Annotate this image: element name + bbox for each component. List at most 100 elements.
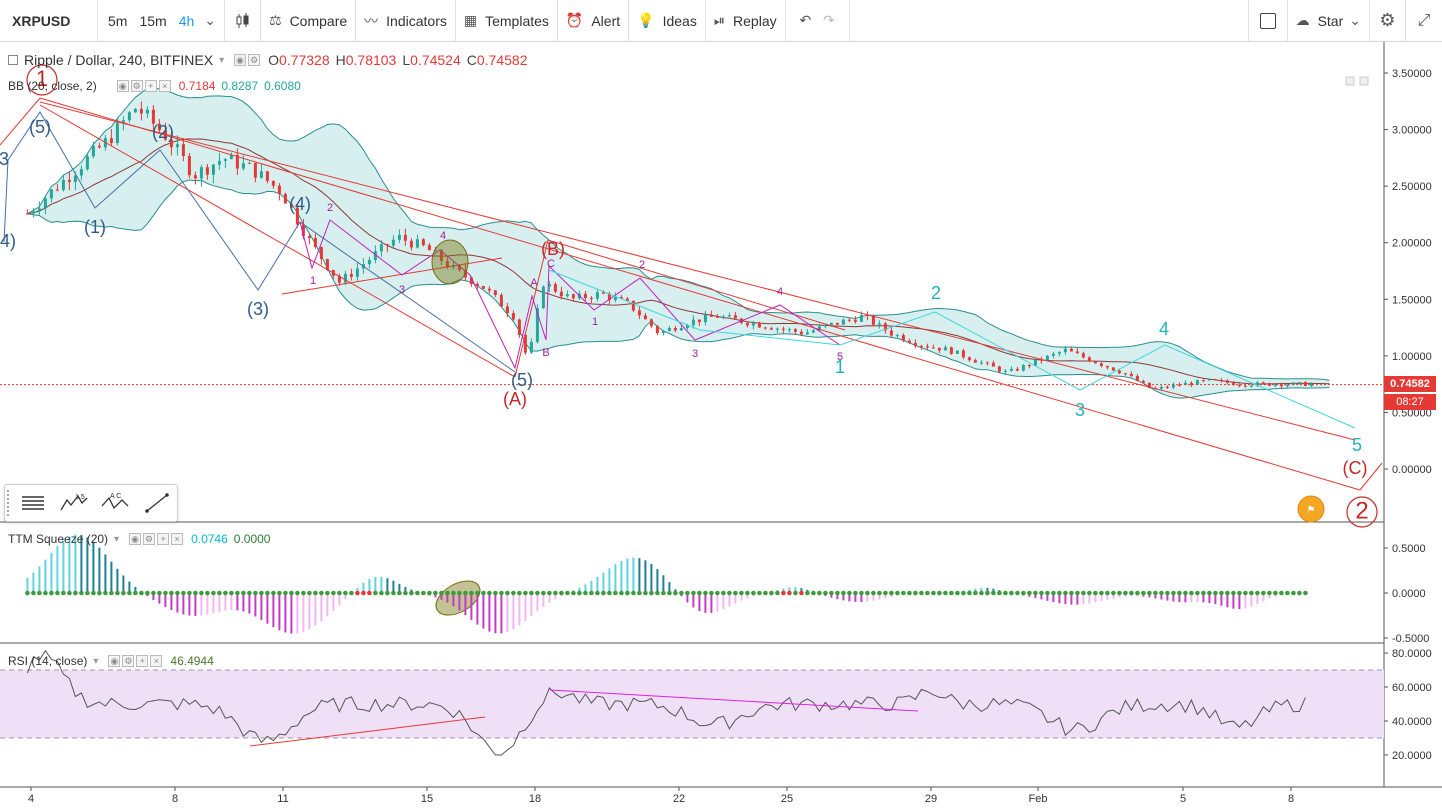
ttm-squeeze-dot — [481, 590, 486, 596]
elliott-correction-button[interactable]: A C — [95, 485, 136, 521]
candle-body — [1207, 379, 1211, 381]
scale-toggle-icon[interactable] — [1359, 76, 1369, 86]
gear-icon[interactable]: ⚙ — [122, 655, 135, 667]
close-icon[interactable]: × — [150, 655, 163, 667]
ttm-squeeze-dot — [883, 590, 888, 596]
rsi-controls[interactable]: ◉ ⚙ + × — [108, 655, 164, 667]
candle-body — [793, 329, 797, 332]
plus-icon[interactable]: + — [157, 533, 170, 545]
ttm-squeeze-dot — [193, 590, 198, 596]
ttm-squeeze-dot — [313, 590, 318, 596]
plus-icon[interactable]: + — [144, 80, 157, 92]
collapse-icon[interactable] — [8, 55, 18, 65]
alert-button[interactable]: ⏰ Alert — [558, 0, 630, 42]
gear-icon[interactable]: ⚙ — [248, 54, 261, 66]
low-label: L — [402, 52, 411, 68]
scale-toggle-icon[interactable] — [1345, 76, 1355, 86]
candle-body — [1237, 385, 1241, 387]
fullscreen-layout-button[interactable] — [1247, 0, 1288, 42]
ttm-squeeze-dot — [31, 590, 36, 596]
eye-icon[interactable]: ◉ — [116, 80, 129, 92]
redo-icon[interactable]: ↷ — [823, 12, 835, 28]
ttm-squeeze-dot — [991, 590, 996, 596]
drag-handle[interactable] — [7, 490, 11, 516]
ttm-squeeze-dot — [733, 590, 738, 596]
indicators-button[interactable]: 〰 Indicators — [356, 0, 456, 42]
trend-line — [281, 257, 503, 295]
star-button[interactable]: ☁ Star ⌄ — [1288, 0, 1370, 42]
wave-label: 3 — [0, 149, 9, 169]
wave-label: 2 — [931, 283, 941, 303]
alert-label: Alert — [591, 12, 621, 29]
ttm-squeeze-dot — [1195, 590, 1200, 596]
candle-body — [1183, 382, 1187, 385]
gear-icon[interactable]: ⚙ — [130, 80, 143, 92]
elliott-impulse-button[interactable]: 1 5 — [54, 485, 95, 521]
chevron-down-icon[interactable]: ▾ — [114, 533, 120, 545]
trend-line-button[interactable] — [136, 485, 177, 521]
close-label: C — [466, 52, 477, 68]
candle-body — [1063, 348, 1067, 353]
candle-body — [595, 292, 599, 299]
candle-body — [931, 347, 935, 349]
templates-button[interactable]: ▦ Templates — [456, 0, 558, 42]
star-label: Star — [1317, 12, 1344, 29]
ttm-controls[interactable]: ◉ ⚙ + × — [129, 533, 185, 545]
wave-label: C — [547, 258, 555, 270]
plus-icon[interactable]: + — [136, 655, 149, 667]
series-controls[interactable]: ◉ ⚙ — [234, 54, 262, 66]
compare-button[interactable]: ⚖ Compare — [261, 0, 357, 42]
ttm-squeeze-dot — [535, 590, 540, 596]
timeframe-4h[interactable]: 4h — [178, 12, 195, 29]
eye-icon[interactable]: ◉ — [108, 655, 121, 667]
candle-body — [85, 156, 89, 170]
gear-icon[interactable]: ⚙ — [143, 533, 156, 545]
candle-body — [943, 347, 947, 351]
ideas-button[interactable]: 💡 Ideas — [629, 0, 706, 42]
ttm-squeeze-dot — [187, 590, 192, 596]
candle-body — [967, 357, 971, 361]
chevron-down-icon[interactable]: ⌄ — [204, 12, 216, 28]
ttm-squeeze-dot — [631, 590, 636, 596]
events-flag-icon[interactable] — [1297, 495, 1325, 523]
ttm-squeeze-dot — [241, 590, 246, 596]
eye-icon[interactable]: ◉ — [234, 54, 247, 66]
chart-type-button[interactable] — [225, 0, 261, 42]
trend-line — [1359, 462, 1383, 491]
fullscreen-button[interactable]: ⤢ — [1406, 0, 1442, 42]
chevron-down-icon[interactable]: ▾ — [93, 655, 99, 667]
close-icon[interactable]: × — [171, 533, 184, 545]
close-icon[interactable]: × — [158, 80, 171, 92]
candle-body — [841, 319, 845, 325]
bollinger-basis-line — [27, 138, 1330, 385]
drawing-list-button[interactable] — [13, 485, 54, 521]
eye-icon[interactable]: ◉ — [129, 533, 142, 545]
ttm-squeeze-dot — [1009, 590, 1014, 596]
candle-body — [115, 122, 119, 144]
candle-body — [355, 268, 359, 277]
ttm-squeeze-dot — [439, 590, 444, 596]
ttm-squeeze-dot — [445, 590, 450, 596]
candle-body — [133, 108, 137, 113]
ttm-squeeze-dot — [829, 590, 834, 596]
symbol-search[interactable]: XRPUSD — [0, 0, 98, 42]
candle-body — [511, 313, 515, 320]
timeframe-15m[interactable]: 15m — [139, 12, 167, 29]
settings-button[interactable]: ⚙ — [1370, 0, 1406, 42]
timeframe-5m[interactable]: 5m — [108, 12, 128, 29]
candle-body — [1105, 365, 1109, 368]
ttm-squeeze-dot — [1273, 590, 1278, 596]
time-tick-label: 15 — [421, 793, 433, 805]
undo-icon[interactable]: ↶ — [799, 12, 812, 28]
wave-label: 1 — [310, 275, 316, 287]
trend-line — [0, 97, 41, 146]
ttm-squeeze-dot — [1117, 590, 1122, 596]
chevron-down-icon[interactable]: ▾ — [219, 54, 225, 66]
candle-body — [457, 265, 461, 270]
rsi-trend-line — [549, 689, 919, 712]
candle-body — [1291, 382, 1295, 385]
replay-button[interactable]: ⏯ Replay — [706, 0, 786, 42]
trend-line — [39, 101, 1356, 441]
bb-controls[interactable]: ◉ ⚙ + × — [116, 80, 173, 92]
